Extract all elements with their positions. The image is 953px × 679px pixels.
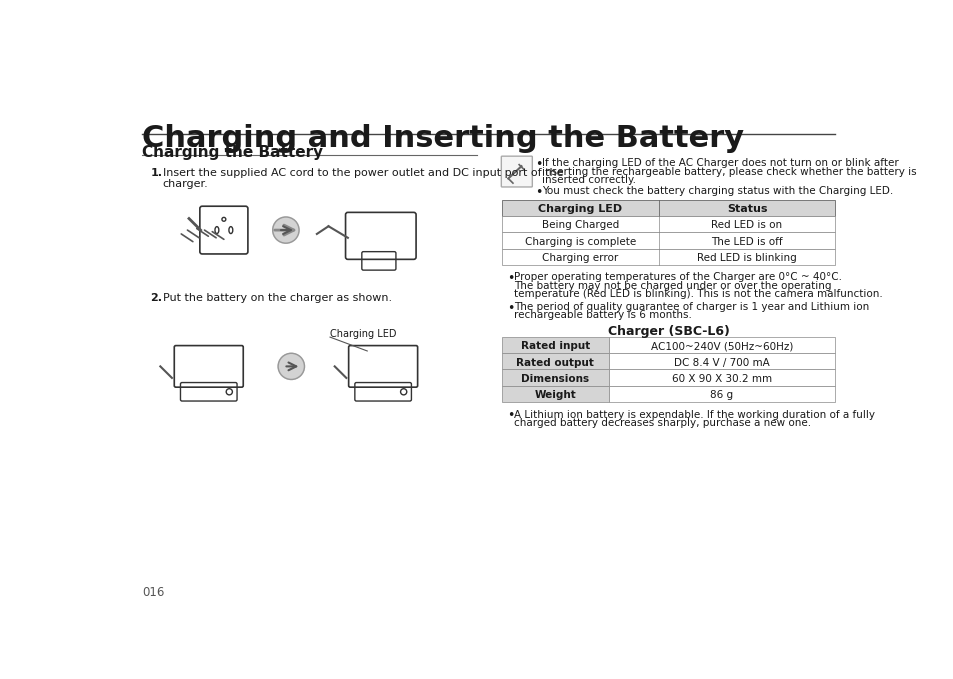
Text: Red LED is on: Red LED is on <box>711 221 781 230</box>
Text: Charging LED: Charging LED <box>537 204 621 215</box>
Bar <box>501 216 835 232</box>
Text: You must check the battery charging status with the Charging LED.: You must check the battery charging stat… <box>542 186 893 196</box>
Bar <box>501 353 608 369</box>
Bar <box>501 232 835 249</box>
Text: 1.: 1. <box>150 168 162 178</box>
Text: DC 8.4 V / 700 mA: DC 8.4 V / 700 mA <box>674 358 769 367</box>
Text: The battery may not be charged under or over the operating: The battery may not be charged under or … <box>514 281 831 291</box>
Text: AC100~240V (50Hz~60Hz): AC100~240V (50Hz~60Hz) <box>650 342 792 351</box>
Text: Rated input: Rated input <box>520 342 589 351</box>
Bar <box>501 249 835 265</box>
FancyBboxPatch shape <box>500 156 532 187</box>
Text: charged battery decreases sharply, purchase a new one.: charged battery decreases sharply, purch… <box>514 418 811 428</box>
Text: Proper operating temperatures of the Charger are 0°C ~ 40°C.: Proper operating temperatures of the Cha… <box>514 272 841 282</box>
Text: Put the battery on the charger as shown.: Put the battery on the charger as shown. <box>162 293 392 304</box>
Text: Weight: Weight <box>534 390 576 400</box>
Text: Charging the Battery: Charging the Battery <box>142 145 323 160</box>
Text: Insert the supplied AC cord to the power outlet and DC input port of the
charger: Insert the supplied AC cord to the power… <box>162 168 562 189</box>
Text: Being Charged: Being Charged <box>541 221 618 230</box>
Text: inserting the rechargeable battery, please check whether the battery is: inserting the rechargeable battery, plea… <box>542 167 916 177</box>
Text: If the charging LED of the AC Charger does not turn on or blink after: If the charging LED of the AC Charger do… <box>542 158 899 168</box>
Text: 016: 016 <box>142 586 165 599</box>
Text: 2.: 2. <box>150 293 162 304</box>
Text: •: • <box>534 158 541 172</box>
Circle shape <box>278 353 304 380</box>
Text: The LED is off: The LED is off <box>711 237 782 246</box>
Text: 86 g: 86 g <box>710 390 733 400</box>
Bar <box>501 369 608 386</box>
Circle shape <box>273 217 298 243</box>
Bar <box>501 386 608 402</box>
Text: Red LED is blinking: Red LED is blinking <box>697 253 796 263</box>
Text: rechargeable battery is 6 months.: rechargeable battery is 6 months. <box>514 310 692 320</box>
Text: A Lithium ion battery is expendable. If the working duration of a fully: A Lithium ion battery is expendable. If … <box>514 409 875 420</box>
Text: The period of quality guarantee of charger is 1 year and Lithium ion: The period of quality guarantee of charg… <box>514 301 869 312</box>
Text: Charging error: Charging error <box>541 253 618 263</box>
Text: Charging LED: Charging LED <box>330 329 396 340</box>
Text: •: • <box>534 186 541 199</box>
Text: Rated output: Rated output <box>516 358 594 367</box>
Bar <box>608 369 835 386</box>
Text: •: • <box>506 272 514 285</box>
Text: inserted correctly.: inserted correctly. <box>542 175 636 185</box>
Text: Dimensions: Dimensions <box>520 373 589 384</box>
Bar <box>608 353 835 369</box>
Bar <box>608 386 835 402</box>
Bar <box>501 200 835 216</box>
Text: 60 X 90 X 30.2 mm: 60 X 90 X 30.2 mm <box>671 373 771 384</box>
Text: temperature (Red LED is blinking). This is not the camera malfunction.: temperature (Red LED is blinking). This … <box>514 289 882 299</box>
Bar <box>608 337 835 353</box>
Bar <box>501 337 608 353</box>
Text: •: • <box>506 301 514 314</box>
Text: •: • <box>506 409 514 422</box>
Text: Charging is complete: Charging is complete <box>524 237 636 246</box>
Text: Status: Status <box>726 204 766 215</box>
Text: Charger (SBC-L6): Charger (SBC-L6) <box>607 325 729 337</box>
Text: Charging and Inserting the Battery: Charging and Inserting the Battery <box>142 124 744 153</box>
